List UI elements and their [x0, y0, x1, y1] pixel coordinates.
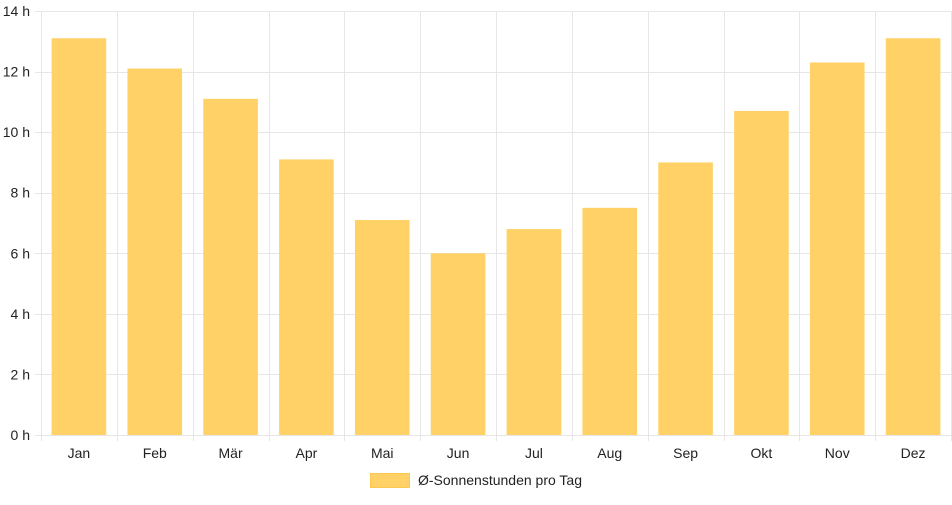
y-tick-label: 2 h [11, 366, 30, 382]
bar-mär[interactable] [203, 98, 258, 435]
bar-jan[interactable] [51, 38, 107, 435]
legend[interactable]: Ø-Sonnenstunden pro Tag [370, 472, 582, 488]
x-tick-label: Dez [901, 445, 926, 461]
legend-label: Ø-Sonnenstunden pro Tag [418, 472, 582, 488]
grid-lines [35, 11, 952, 441]
bar-jun[interactable] [430, 253, 486, 435]
y-tick-label: 6 h [11, 245, 30, 261]
bar-aug[interactable] [582, 207, 638, 435]
x-tick-label: Jun [447, 445, 470, 461]
bar-mai[interactable] [354, 219, 410, 435]
x-axis-ticks: Jan Feb Mär Apr Mai Jun Jul Aug Sep Okt Nov Dez [68, 445, 926, 461]
bar-apr[interactable] [279, 159, 334, 435]
y-tick-label: 12 h [3, 64, 30, 80]
bar-nov[interactable] [809, 62, 865, 435]
bar-okt[interactable] [734, 110, 789, 435]
legend-swatch [370, 472, 410, 488]
bar-jul[interactable] [506, 229, 562, 435]
bar-sep[interactable] [658, 162, 713, 435]
x-tick-label: Okt [751, 445, 773, 461]
y-tick-label: 0 h [11, 427, 30, 443]
x-tick-label: Jul [525, 445, 543, 461]
x-tick-label: Mär [219, 445, 243, 461]
x-tick-label: Sep [673, 445, 698, 461]
bar-feb[interactable] [127, 68, 183, 436]
x-tick-label: Feb [143, 445, 167, 461]
x-tick-label: Nov [825, 445, 850, 461]
x-tick-label: Apr [296, 445, 318, 461]
y-tick-label: 8 h [11, 185, 30, 201]
x-tick-label: Aug [597, 445, 622, 461]
y-tick-label: 4 h [11, 306, 30, 322]
bar-dez[interactable] [885, 38, 941, 435]
x-tick-label: Jan [68, 445, 91, 461]
y-tick-label: 14 h [3, 3, 30, 19]
x-tick-label: Mai [371, 445, 394, 461]
y-axis-ticks: 0 h 2 h 4 h 6 h 8 h 10 h 12 h 14 h [3, 3, 30, 443]
bars [51, 38, 941, 436]
y-tick-label: 10 h [3, 124, 30, 140]
